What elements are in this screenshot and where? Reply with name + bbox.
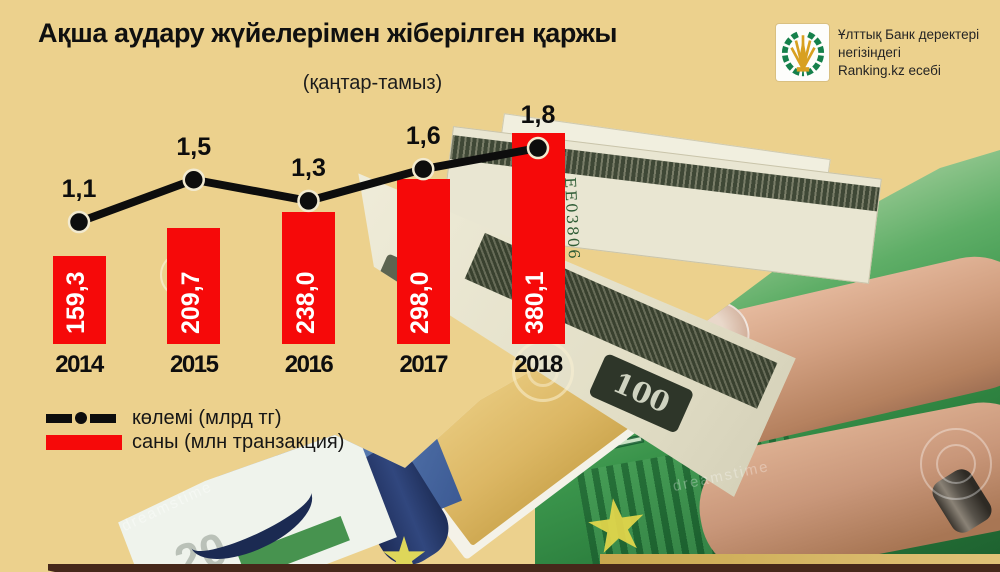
bar-2016: 238,0: [282, 212, 335, 344]
page-subtitle: (қаңтар-тамыз): [302, 72, 443, 94]
national-bank-logo: [776, 24, 829, 81]
legend-volume-label: көлемі (млрд тг): [132, 406, 282, 429]
x-axis-year-2017: 2017: [399, 351, 449, 378]
legend-count-row: саны (млн транзакция): [46, 430, 344, 454]
x-axis-year-2016: 2016: [284, 351, 334, 378]
source-attribution: Ұлттық Банк деректері негізіндегі Rankin…: [776, 24, 991, 86]
gold-note-strip: [600, 554, 1000, 565]
bar-2018: 380,1: [511, 133, 565, 344]
bar-2014: 159,3: [52, 255, 106, 344]
source-line-3: Ranking.kz есебі: [838, 63, 941, 78]
chart-legend: көлемі (млрд тг) саны (млн транзакция): [46, 406, 344, 454]
line-point-2017: [412, 157, 435, 181]
x-axis-year-2015: 2015: [170, 351, 219, 378]
line-point-2014: [67, 210, 91, 234]
legend-volume-row: көлемі (млрд тг): [46, 406, 344, 430]
photo-bottom-strip: [48, 564, 1000, 572]
x-axis-year-2014: 2014: [55, 351, 104, 378]
watermark-circle: [920, 428, 992, 500]
red-bar-swatch: [46, 434, 122, 450]
bar-2017: 298,0: [396, 178, 450, 344]
line-dash-dot-swatch: [46, 412, 124, 424]
line-value-label: 1,8: [520, 101, 556, 130]
line-value-label: 1,3: [291, 153, 326, 182]
line-point-2018: [526, 136, 550, 160]
line-value-label: 1,6: [405, 122, 441, 151]
bar-2015: 209,7: [167, 227, 221, 344]
line-point-2015: [182, 168, 205, 191]
line-value-label: 1,5: [176, 132, 212, 161]
source-text: Ұлттық Банк деректері негізіндегі Rankin…: [838, 24, 979, 86]
line-point-2016: [297, 189, 320, 213]
source-line-1: Ұлттық Банк деректері: [838, 27, 980, 42]
legend-count-label: саны (млн транзакция): [132, 430, 345, 453]
source-line-2: негізіндегі: [838, 45, 901, 60]
page-title: Ақша аудару жүйелерімен жіберілген қаржы: [38, 18, 618, 48]
x-axis-year-2018: 2018: [514, 351, 563, 378]
line-value-label: 1,1: [61, 175, 97, 204]
national-bank-emblem-icon: [781, 31, 824, 76]
